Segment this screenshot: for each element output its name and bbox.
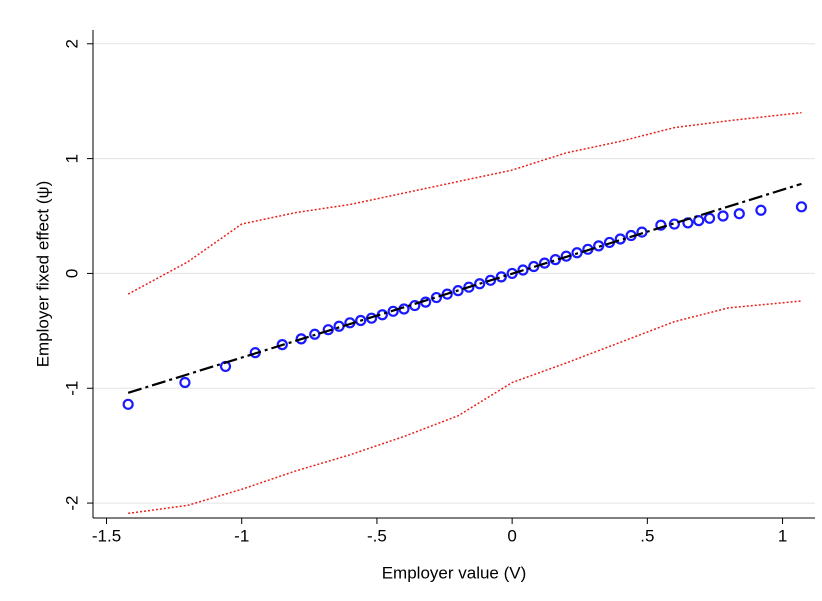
confidence-band	[128, 300, 802, 515]
y-tick-label: 0	[62, 269, 81, 278]
scatter-point	[703, 212, 716, 224]
scatter-point	[355, 314, 367, 327]
scatter-point	[506, 267, 518, 280]
confidence-band	[127, 111, 802, 295]
scatter-point	[795, 201, 808, 213]
fit-line	[127, 182, 802, 394]
scatter-point	[122, 398, 134, 410]
y-axis-title: Employer fixed effect (ψ)	[33, 181, 52, 368]
scatter-point	[571, 247, 583, 259]
x-axis-title: Employer value (V)	[382, 563, 527, 582]
scatter-point	[755, 204, 767, 216]
scatter-point	[452, 285, 464, 297]
scatter-point	[733, 208, 745, 220]
scatter-point	[387, 305, 399, 317]
y-tick-label: 1	[62, 154, 81, 163]
x-tick-label: -1	[234, 526, 249, 545]
scatter-point	[717, 210, 729, 222]
y-tick-label: 2	[62, 39, 81, 48]
scatter-point	[593, 240, 605, 252]
scatter-point	[668, 218, 680, 230]
scatter-point	[309, 328, 321, 340]
scatter-point	[322, 324, 334, 336]
scatter-point	[693, 215, 705, 227]
scatter-point	[463, 281, 475, 293]
scatter-point	[636, 226, 648, 238]
y-tick-label: -1	[62, 381, 81, 396]
scatter-point	[484, 274, 497, 286]
x-tick-label: .5	[640, 526, 654, 545]
y-tick-label: -2	[62, 496, 81, 511]
scatter-point	[333, 320, 345, 332]
scatter-point	[517, 264, 529, 276]
x-tick-label: -1.5	[92, 526, 121, 545]
x-tick-label: -.5	[367, 526, 387, 545]
scatter-point	[179, 376, 191, 389]
scatter-point	[495, 271, 507, 283]
x-tick-label: 0	[507, 526, 516, 545]
scatter-point	[474, 278, 486, 290]
x-tick-label: 1	[778, 526, 787, 545]
scatter-point	[538, 257, 551, 269]
scatter-point	[276, 339, 288, 351]
